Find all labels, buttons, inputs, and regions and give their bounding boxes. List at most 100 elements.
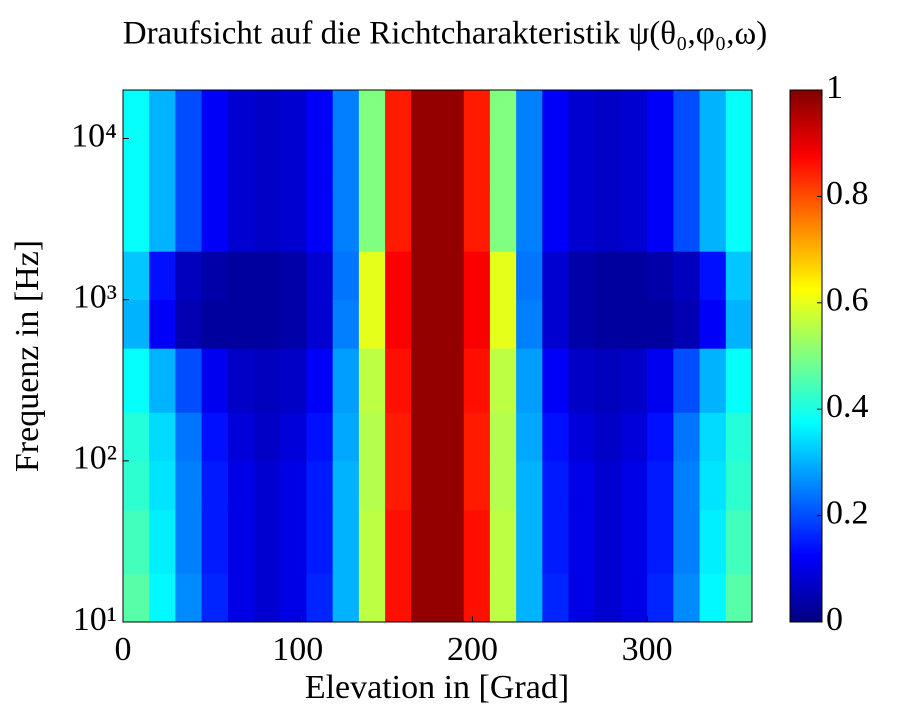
heatmap-cell — [594, 138, 622, 188]
heatmap-cell — [463, 509, 491, 574]
heatmap-cell — [385, 138, 412, 188]
heatmap-cell — [385, 348, 412, 413]
y-tick-label: 10⁴ — [71, 117, 117, 154]
heatmap-cell — [594, 412, 622, 462]
heatmap-cell — [647, 90, 674, 140]
heatmap-cell — [123, 138, 150, 188]
heatmap-cell — [516, 138, 543, 188]
x-axis-label: Elevation in [Grad] — [305, 669, 569, 706]
heatmap-cell — [175, 299, 203, 349]
heatmap-cell — [437, 573, 465, 623]
heatmap-cell — [227, 348, 255, 413]
heatmap-cell — [306, 138, 334, 188]
heatmap-cell — [201, 348, 229, 413]
heatmap-cell — [332, 299, 360, 349]
heatmap-cell — [489, 412, 517, 462]
heatmap-cell — [306, 509, 334, 574]
heatmap-cell — [123, 90, 150, 140]
heatmap-cell — [620, 90, 648, 140]
heatmap-cell — [358, 348, 386, 413]
heatmap-cell — [175, 138, 203, 188]
heatmap-cell — [149, 187, 176, 252]
heatmap-cell — [332, 348, 360, 413]
heatmap-cell — [201, 412, 229, 462]
heatmap-cell — [725, 573, 753, 623]
heatmap-cell — [647, 299, 674, 349]
heatmap-cell — [411, 299, 438, 349]
heatmap-cell — [201, 251, 229, 301]
colorbar-tick-label: 0.2 — [826, 494, 869, 531]
heatmap-cell — [437, 460, 465, 510]
heatmap-cell — [411, 187, 438, 252]
heatmap-cell — [673, 251, 701, 301]
heatmap-cell — [594, 460, 622, 510]
heatmap-cell — [149, 138, 176, 188]
y-tick-label: 10² — [73, 440, 117, 477]
heatmap-cell — [437, 187, 465, 252]
heatmap-cell — [647, 251, 674, 301]
heatmap-cell — [385, 251, 412, 301]
heatmap-cell — [332, 460, 360, 510]
heatmap-cell — [568, 573, 596, 623]
heatmap-cell — [489, 138, 517, 188]
heatmap-cell — [306, 251, 334, 301]
heatmap-cell — [516, 460, 543, 510]
heatmap-cell — [385, 460, 412, 510]
heatmap-cell — [175, 412, 203, 462]
heatmap-cell — [227, 460, 255, 510]
heatmap-cell — [411, 573, 438, 623]
heatmap-cell — [489, 299, 517, 349]
heatmap-cell — [437, 90, 465, 140]
colorbar-tick-label: 1 — [826, 69, 843, 106]
heatmap-cell — [280, 251, 307, 301]
plot-frame — [122, 89, 753, 623]
heatmap-cell — [227, 509, 255, 574]
heatmap-cell — [725, 90, 753, 140]
y-axis-label: Frequenz in [Hz] — [9, 240, 46, 472]
heatmap-cell — [699, 412, 727, 462]
colorbar-tick-label: 0.6 — [826, 282, 869, 319]
heatmap-cell — [542, 509, 570, 574]
heatmap-cell — [516, 412, 543, 462]
heatmap-cell — [489, 251, 517, 301]
heatmap-cell — [594, 299, 622, 349]
heatmap-cell — [673, 412, 701, 462]
heatmap-cell — [254, 251, 281, 301]
heatmap-cell — [411, 412, 438, 462]
heatmap-cell — [385, 299, 412, 349]
heatmap-cell — [542, 187, 570, 252]
heatmap-cell — [489, 573, 517, 623]
heatmap-cell — [254, 348, 281, 413]
heatmap-cell — [175, 187, 203, 252]
heatmap-cell — [332, 573, 360, 623]
heatmap-cell — [306, 90, 334, 140]
heatmap-cell — [201, 573, 229, 623]
heatmap-cell — [385, 187, 412, 252]
heatmap-cell — [463, 299, 491, 349]
heatmap-cell — [594, 251, 622, 301]
heatmap-cell — [699, 251, 727, 301]
heatmap-cell — [385, 90, 412, 140]
heatmap-cell — [542, 299, 570, 349]
heatmap-cell — [254, 573, 281, 623]
heatmap-cell — [516, 187, 543, 252]
heatmap-cell — [227, 187, 255, 252]
heatmap-cell — [280, 138, 307, 188]
heatmap-cell — [306, 299, 334, 349]
heatmap-cell — [254, 299, 281, 349]
heatmap-cell — [149, 251, 176, 301]
heatmap-cell — [437, 412, 465, 462]
heatmap-cell — [568, 460, 596, 510]
heatmap-cell — [123, 573, 150, 623]
heatmap-cell — [149, 460, 176, 510]
heatmap-cell — [568, 299, 596, 349]
heatmap-cell — [411, 460, 438, 510]
heatmap-cell — [620, 460, 648, 510]
heatmap-cell — [306, 412, 334, 462]
heatmap-cell — [463, 348, 491, 413]
heatmap-cell — [227, 90, 255, 140]
heatmap-cell — [489, 187, 517, 252]
heatmap-cell — [699, 348, 727, 413]
heatmap-cell — [699, 573, 727, 623]
heatmap-cell — [175, 573, 203, 623]
